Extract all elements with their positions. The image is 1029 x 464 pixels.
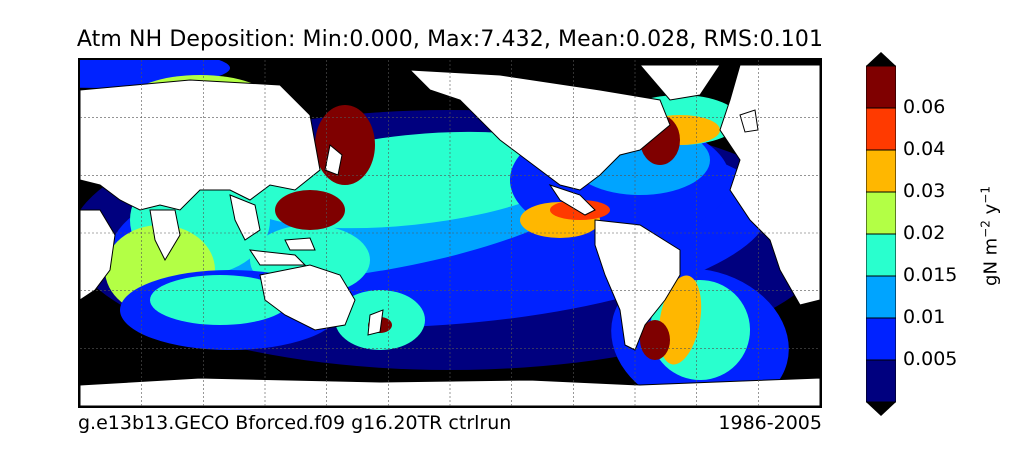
colorbar-over-arrow — [866, 52, 896, 66]
colorbar-tick-label: 0.015 — [903, 264, 958, 286]
graticule — [80, 60, 820, 406]
colorbar-unit-label: gN m−2 y−1 — [978, 186, 1002, 286]
landmass — [259, 264, 356, 331]
map-title: Atm NH Deposition: Min:0.000, Max:7.432,… — [76, 27, 824, 52]
colorbar-segment — [866, 107, 896, 151]
colorbar-segment — [866, 359, 896, 403]
colorbar-tick-label: 0.02 — [903, 222, 946, 244]
landmass — [548, 184, 596, 216]
landmass — [594, 219, 681, 351]
contour-band — [150, 275, 290, 325]
colorbar-segment — [866, 65, 896, 109]
landmass — [80, 209, 116, 301]
landmass — [638, 64, 721, 101]
colorbar-tick-label: 0.06 — [903, 96, 946, 118]
contour-band — [640, 320, 670, 360]
deposition-map — [78, 58, 822, 408]
colorbar-segment — [866, 233, 896, 277]
colorbar-segment — [866, 149, 896, 193]
colorbar-under-arrow — [866, 402, 896, 416]
landmass — [149, 209, 181, 262]
contour-band — [315, 105, 375, 185]
landmass — [367, 309, 384, 336]
map-svg — [80, 60, 820, 406]
colorbar-tick-label: 0.01 — [903, 306, 946, 328]
colorbar — [866, 52, 896, 416]
landmass — [739, 109, 759, 133]
colorbar-segment — [866, 191, 896, 235]
colorbar-segment — [866, 317, 896, 361]
landmass — [248, 249, 307, 266]
case-name: g.e13b13.GECO Bforced.f09 g16.20TR ctrlr… — [78, 412, 512, 434]
contour-band — [275, 190, 345, 230]
colorbar-tick-label: 0.04 — [903, 138, 946, 160]
colorbar-tick-label: 0.03 — [903, 180, 946, 202]
colorbar-tick-label: 0.005 — [903, 348, 958, 370]
landmass — [284, 237, 316, 251]
year-range: 1986-2005 — [718, 412, 822, 434]
colorbar-segment — [866, 275, 896, 319]
landmass — [229, 194, 261, 241]
landmass — [80, 79, 321, 211]
landmass — [408, 69, 671, 191]
